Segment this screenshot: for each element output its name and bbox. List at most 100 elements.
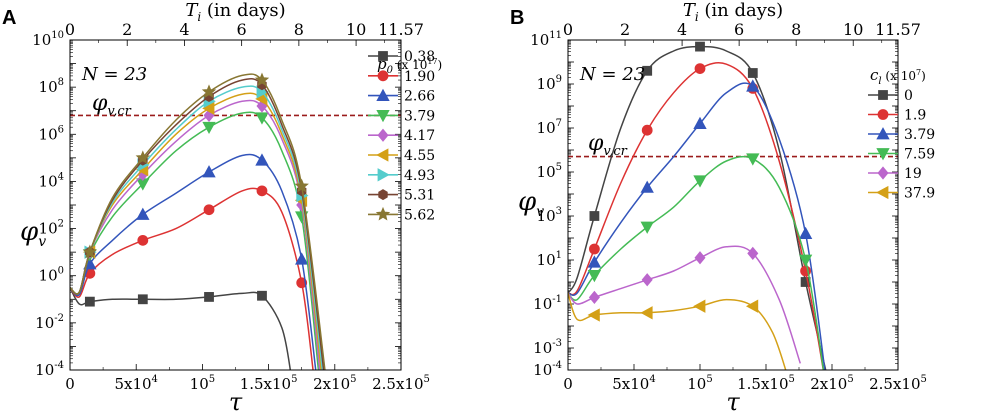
panel-b-top-tick-label: 6 [734,20,744,39]
panel-b-legend-title-close: ) [921,69,926,83]
panel-b-y-tick-base: 10 [533,361,552,379]
panel-b-x-tick-exp: 5 [706,374,712,385]
panel-a-series-8-point [201,84,217,98]
panel-b-x-tick-base: 2x10 [810,375,847,393]
panel-a-y-tick-label: 100 [39,266,64,285]
panel-a-legend-title-exp: 17 [427,57,437,66]
panel-b-series-2-point [587,255,602,268]
panel-a-series-2-point [295,252,309,265]
panel-a-top-tick-label: 6 [237,20,247,39]
panel-a-series-8-point [82,244,98,259]
panel-a-x-tick-label: 5x104 [114,374,157,393]
panel-a-y-tick-label: 108 [39,77,64,96]
panel-a-y-tick-exp: 6 [58,124,64,135]
panel-a-letter: A [2,7,16,29]
panel-a-y-axis-symbol: φ [20,217,39,247]
panel-b-series-2-point [693,116,707,130]
panel-b-top-tick-label: 0 [563,20,573,39]
panel-a-series-1-point [137,234,149,246]
panel-b-frame [567,39,899,371]
panel-a-series-0-point [204,292,214,302]
panel-b-legend-marker-3 [876,148,890,161]
panel-a-threshold-label: φv,cr [92,91,132,119]
panel-b-x-tick-label: 5x104 [612,374,655,393]
panel-b-legend-label-1: 1.9 [904,108,926,124]
panel-b-y-tick-base: 10 [530,31,549,49]
panel-b-series-0-point [695,41,705,52]
panel-b-x-tick-label: 2x105 [810,374,853,393]
panel-b-series-line-3 [568,155,825,370]
panel-a-y-tick-exp: 10 [51,30,64,41]
panel-a-legend-marker-0 [378,51,388,61]
panel-b-y-axis-sub: v [536,204,544,220]
panel-a-top-axis-unit: (in days) [201,0,286,21]
panel-b-y-tick-exp: 1 [556,250,562,261]
panel-b-y-tick-exp: 3 [556,206,562,217]
panel-b-y-tick-label: 101 [537,250,562,269]
panel-b-series-1-point [694,63,706,74]
panel-a-top-axis-label: Ti (in days) [185,0,285,24]
panel-b-x-tick-exp: 4 [649,374,655,385]
panel-a-y-tick-base: 10 [39,125,58,143]
panel-a-y-tick-label: 10-2 [35,313,64,332]
panel-b-series-4-point [641,273,653,287]
panel-a-frame [69,39,402,371]
panel-b-series-4-point [747,246,759,261]
panel-b-series-5-point [745,299,759,313]
panel-b-y-tick-label: 10-1 [533,294,562,313]
panel-b-series-4-point [694,251,706,265]
panel-b-x-tick-label: 0 [563,375,573,393]
panel-b-legend-label-0: 0 [904,88,913,104]
panel-b-x-tick-base: 10 [687,375,706,393]
panel-b-series-0-point [589,211,600,221]
panel-a-x-tick-label: 105 [190,374,215,393]
panel-b-top-axis-sub: i [695,10,699,24]
panel-a-y-tick-base: 10 [35,361,54,379]
panel-a-legend-label-4: 4.17 [404,128,435,144]
panel-a-y-tick-exp: -2 [54,313,64,324]
panel-b-x-tick-base: 0 [563,375,573,393]
panel-a-y-tick-exp: 4 [58,171,64,182]
panel-a-series-1-point [296,277,308,289]
panel-b-series-1-point [589,243,600,255]
panel-b-series-1-point [641,124,653,136]
panel-a-legend-marker-4 [377,128,389,142]
panel-a-x-axis-label: τ [229,388,243,411]
panel-a-top-tick-label: 10 [346,20,366,39]
panel-a-curves [70,72,326,370]
panel-b-y-tick-base: 10 [537,119,556,137]
panel-b-top-axis-symbol: T [683,0,697,21]
panel-a-y-tick-exp: 0 [58,266,64,277]
panel-a-y-tick-label: 1010 [32,30,64,49]
panel-b-series-0-point [642,65,653,76]
panel-b-y-tick-exp: 9 [556,74,562,85]
panel-a-series-1-point [256,185,268,197]
panel-a-x-tick-label: 0 [65,375,75,393]
panel-b-y-tick-label: 107 [537,118,562,137]
panel-b-y-tick-exp: -1 [552,294,562,305]
panel-b-x-tick-label: 1.5x105 [737,374,795,393]
panel-b-x-tick-base: 2.5x10 [869,375,920,393]
panel-a-y-tick-label: 102 [39,219,64,238]
panel-a-x-tick-label: 2x105 [313,374,356,393]
panel-b-y-tick-exp: 5 [556,162,562,173]
panel-a-legend-label-7: 5.31 [404,188,435,204]
panel-a-legend-label-5: 4.55 [404,148,435,164]
panel-a-legend-label-1: 1.90 [404,69,435,85]
panel-a-series-1-point [203,204,215,216]
panel-b-legend-title-exp: 7 [916,68,921,77]
panel-b-top-tick-label: 8 [791,20,801,39]
panel-a-y-axis-label: φv [20,217,46,250]
panel-b-top-tick-label: 4 [677,20,687,39]
panel-b-legend-label-5: 37.9 [904,186,935,202]
panel-b-x-tick-base: 5x10 [612,375,649,393]
panel-a-x-tick-base: 1.5x10 [240,375,291,393]
panel-a-top-tick-label: 4 [179,20,189,39]
panel-a-legend-marker-3 [376,110,390,123]
panel-b-y-axis-symbol: φ [518,187,537,217]
panel-a-y-tick-base: 10 [39,172,58,190]
panel-a-legend-marker-1 [377,70,389,82]
